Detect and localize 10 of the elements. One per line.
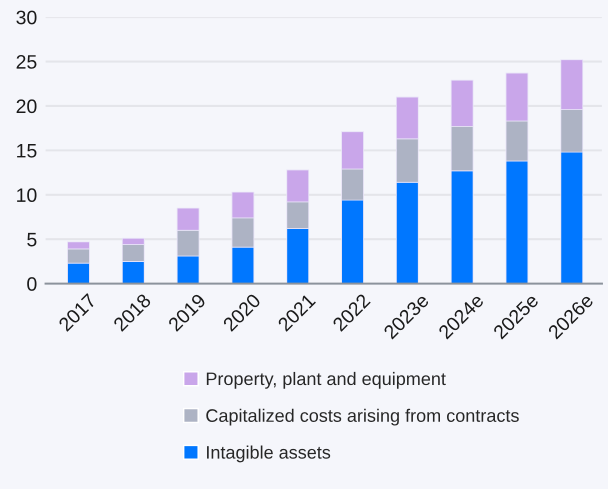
legend-label: Capitalized costs arising from contracts: [206, 408, 519, 426]
legend-label: Intagible assets: [207, 446, 330, 462]
y-tick-label: 0: [27, 277, 37, 291]
y-tick-label: 20: [16, 99, 37, 114]
y-tick-label: 30: [16, 10, 37, 24]
y-tick-label: 10: [17, 188, 37, 202]
y-tick-label: 5: [27, 232, 36, 246]
legend-label: Property, plant and equipment: [206, 372, 446, 389]
y-tick-label: 25: [16, 55, 36, 69]
y-tick-label: 15: [17, 144, 36, 158]
